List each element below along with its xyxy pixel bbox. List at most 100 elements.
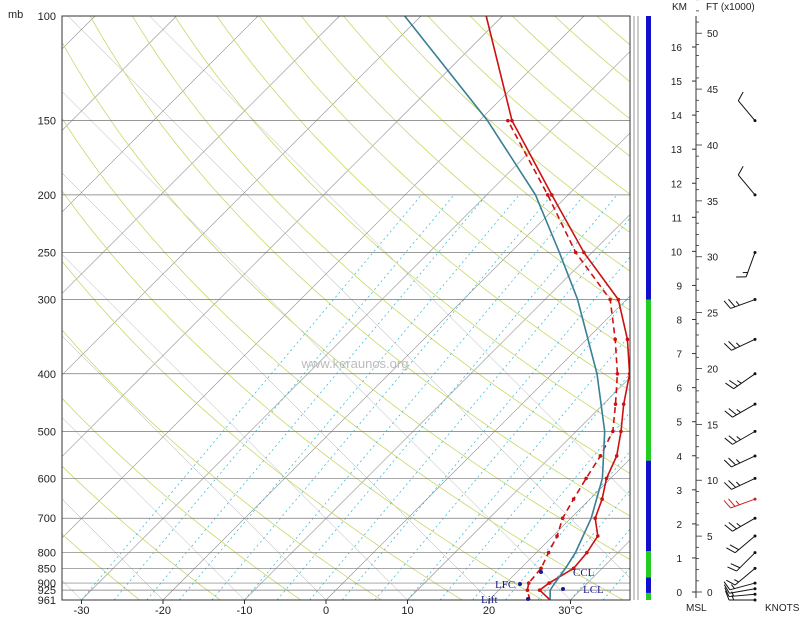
level-label-lfc: LFC <box>495 579 515 591</box>
wind-barb-staff <box>731 455 756 468</box>
series-dewpoint-point <box>598 454 603 458</box>
wind-barb-flag <box>723 342 732 351</box>
series-temperature-point <box>593 516 598 521</box>
wind-barb-staff <box>729 588 756 594</box>
wind-barb <box>723 581 757 591</box>
wind-barb-dot <box>753 598 757 602</box>
wind-barb-flag <box>724 587 730 597</box>
isotherm-line <box>62 16 503 457</box>
level-marker-lfc <box>518 582 522 586</box>
km-tick-label: 6 <box>676 384 682 395</box>
adiabat-curve <box>639 16 800 600</box>
isotherm-line <box>488 458 630 600</box>
wind-barb-flag <box>728 498 736 507</box>
mixing-ratio-line <box>81 194 422 600</box>
ft-tick-label: 15 <box>707 420 719 431</box>
isotherm-line <box>0 16 14 600</box>
wind-barb-dot <box>753 454 757 458</box>
series-temperature-point <box>585 550 589 555</box>
temperature-tick-label: 20 <box>483 605 495 617</box>
mixing-ratio-line <box>179 194 520 600</box>
wind-barb-dot <box>753 372 757 376</box>
pressure-tick-label: 700 <box>38 513 56 525</box>
adiabat-curve <box>62 117 623 600</box>
ft-tick-label: 25 <box>707 309 719 320</box>
isotherm-line <box>62 16 259 213</box>
pressure-tick-label: 925 <box>38 585 56 597</box>
wind-barb-flag <box>728 522 737 530</box>
isotherm-line <box>570 540 630 600</box>
dry-adiabat-line <box>149 16 630 497</box>
wind-barb-flag <box>723 581 731 591</box>
mixing-ratio-line <box>537 489 630 600</box>
wind-barb <box>723 497 757 509</box>
wind-barb <box>724 402 757 418</box>
pressure-tick-label: 200 <box>38 190 56 202</box>
series-dewpoint-point <box>608 297 612 302</box>
wind-barb-half-flag <box>735 481 741 486</box>
wind-barb-staff <box>734 567 756 586</box>
km-tick-label: 15 <box>671 77 683 88</box>
dry-adiabat-line <box>62 335 327 600</box>
mixing-ratio-line <box>146 194 487 600</box>
wind-barb-dot <box>753 592 757 596</box>
adiabat-curve <box>300 16 630 311</box>
wind-barb <box>726 534 757 554</box>
moisture-bar-segment <box>646 299 651 461</box>
background-grid <box>0 16 800 600</box>
temperature-tick-label: 10 <box>401 605 413 617</box>
mixing-ratio-line <box>602 567 630 600</box>
watermark: www.keraunos.org <box>301 356 409 371</box>
wind-barb-dot <box>753 497 757 501</box>
dry-adiabat-line <box>67 16 630 579</box>
wind-barb-flag <box>725 382 734 390</box>
wind-barb-half-flag <box>731 584 735 589</box>
adiabat-curve <box>62 41 630 560</box>
mixing-ratio-line <box>439 373 630 600</box>
wind-barb-flag <box>724 437 733 445</box>
wind-barb-flag <box>728 298 736 308</box>
wind-barb-flag <box>728 480 737 488</box>
series-temperature-point <box>627 371 630 376</box>
wind-barb-staff <box>730 299 756 309</box>
wind-barb-dot <box>753 119 757 123</box>
wind-barb-flag <box>728 435 737 443</box>
pressure-tick-label: 400 <box>38 369 56 381</box>
series-dewpoint-point <box>546 550 551 555</box>
ft-tick-label: 0 <box>707 588 713 599</box>
wind-barb-dot <box>753 566 757 570</box>
level-label-lift: Lift <box>481 594 498 606</box>
level-marker-ccl <box>539 570 543 574</box>
mixing-ratio-line <box>113 194 455 600</box>
wind-barb-dot <box>753 476 757 480</box>
series-dewpoint-point <box>539 566 543 571</box>
level-label-lcl: LCL <box>583 584 604 596</box>
wind-barb-dot <box>753 193 757 197</box>
km-tick-label: 5 <box>676 418 682 429</box>
km-unit-label: KM <box>672 2 687 13</box>
level-label-ccl: CCL <box>573 567 595 579</box>
msl-label: MSL <box>686 603 707 614</box>
pressure-tick-label: 961 <box>38 595 56 607</box>
series-temperature-point <box>600 497 604 501</box>
wind-barb-staff <box>734 535 756 554</box>
adiabat-curve <box>343 16 630 272</box>
isotherm-line <box>62 16 422 376</box>
ft-tick-label: 10 <box>707 476 719 487</box>
km-tick-label: 7 <box>676 350 682 361</box>
mixing-ratio-line <box>570 528 630 600</box>
km-tick-label: 0 <box>676 588 682 599</box>
wind-barb-half-flag <box>735 342 741 347</box>
ft-unit-label: FT (x1000) <box>706 2 755 13</box>
wind-barb-dot <box>753 516 757 520</box>
series-temperature-point <box>571 566 576 571</box>
km-tick-label: 11 <box>672 213 683 224</box>
moisture-bar-segment <box>646 551 651 578</box>
adiabat-curve <box>0 16 59 600</box>
adiabat-curve <box>596 16 630 46</box>
plot-frame <box>61 15 631 601</box>
series-dewpoint-point <box>545 193 550 197</box>
isotherm-line <box>407 377 630 600</box>
series-dewpoint-point <box>615 371 620 376</box>
wind-barb-staff <box>732 403 756 418</box>
